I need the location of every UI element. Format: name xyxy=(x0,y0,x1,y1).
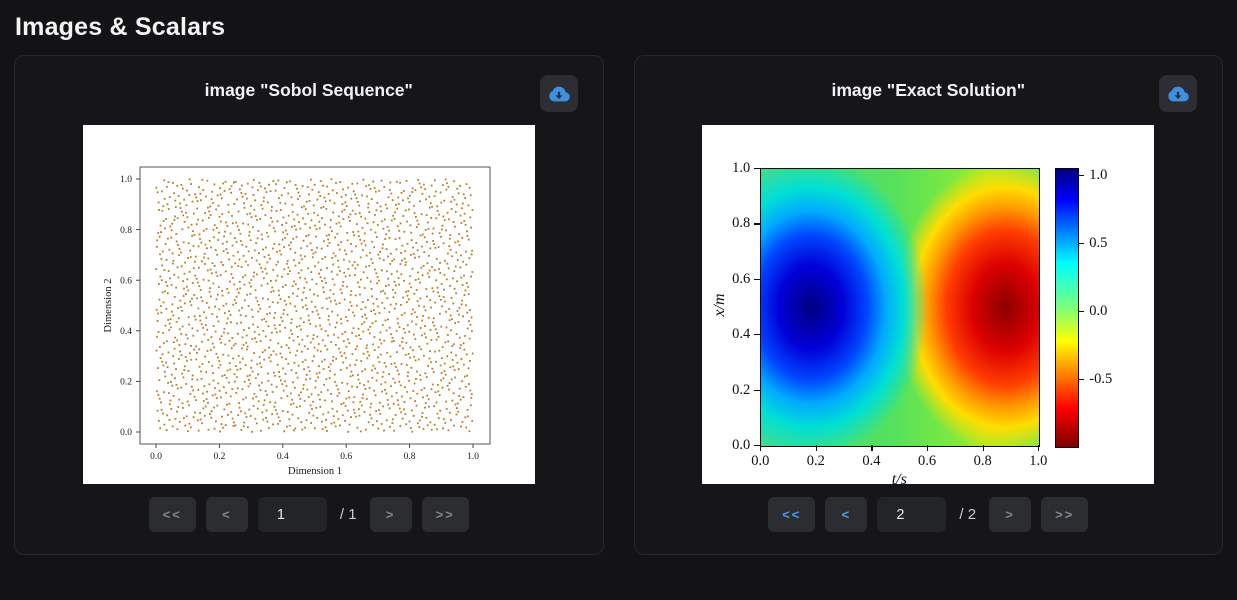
sobol-plot-image: 0.0 0.2 0.4 0.6 0.8 1.0 0.0 0.2 0.4 0.6 0.8 1.0 Dime… xyxy=(82,125,535,484)
prev-page-button[interactable]: < xyxy=(205,497,248,532)
svg-text:1.0: 1.0 xyxy=(120,175,132,185)
colorbar-tick-label: 1.0 xyxy=(1089,166,1108,183)
svg-text:0.8: 0.8 xyxy=(120,226,132,236)
x-tick-mark xyxy=(815,445,818,451)
svg-text:Dimension 2: Dimension 2 xyxy=(103,279,114,333)
x-tick-mark xyxy=(871,445,873,451)
x-tick-mark xyxy=(927,445,929,451)
y-tick-label: 0.0 xyxy=(732,437,751,453)
y-tick-label: 0.4 xyxy=(732,326,751,343)
x-tick-label: 1.0 xyxy=(1029,453,1048,469)
svg-text:1.0: 1.0 xyxy=(467,452,479,462)
y-tick-mark xyxy=(754,334,761,336)
cloud-download-icon xyxy=(1168,86,1189,101)
image-card-exact-solution: image "Exact Solution" 0.0 0.2 0.4 0.6 0.8 1.… xyxy=(633,55,1223,555)
colorbar-tick-label: 0.0 xyxy=(1089,302,1108,319)
y-tick-label: 0.2 xyxy=(732,381,751,398)
page-title: Images & Scalars xyxy=(15,13,226,41)
sobol-scatter-chart: 0.0 0.2 0.4 0.6 0.8 1.0 0.0 0.2 0.4 0.6 0.8 1.0 Dime… xyxy=(103,166,491,477)
page-number-input[interactable] xyxy=(877,497,947,532)
y-tick-mark xyxy=(754,389,761,391)
y-tick-label: 1.0 xyxy=(732,160,751,176)
y-axis-label: x/m xyxy=(711,292,729,317)
pagination: << < / 1 > >> xyxy=(15,497,603,532)
first-page-button[interactable]: << xyxy=(768,497,816,532)
x-tick-label: 0.8 xyxy=(973,453,992,469)
x-tick-mark xyxy=(982,445,984,451)
last-page-button[interactable]: >> xyxy=(1041,497,1089,532)
y-tick-label: 0.8 xyxy=(732,215,751,232)
first-page-button[interactable]: << xyxy=(148,497,196,532)
y-tick-mark xyxy=(754,445,761,447)
svg-text:0.6: 0.6 xyxy=(340,452,352,462)
y-tick-mark xyxy=(754,278,761,280)
card-header: image "Sobol Sequence" xyxy=(15,56,603,125)
colorbar-tick-label: 0.5 xyxy=(1089,234,1108,251)
page-total-label: / 2 xyxy=(959,506,977,523)
svg-text:0.0: 0.0 xyxy=(120,428,132,438)
download-button[interactable] xyxy=(539,75,578,112)
x-tick-label: 0.4 xyxy=(862,453,881,469)
colorbar-tick-mark xyxy=(1078,378,1085,380)
colorbar xyxy=(1055,168,1080,448)
svg-text:Dimension 1: Dimension 1 xyxy=(288,466,342,477)
colorbar-tick-mark xyxy=(1078,242,1085,244)
x-tick-mark xyxy=(760,445,762,451)
colorbar-tick-label: -0.5 xyxy=(1089,370,1113,387)
download-button[interactable] xyxy=(1159,75,1197,112)
y-tick-label: 0.6 xyxy=(732,270,751,287)
x-tick-label: 0.0 xyxy=(751,453,770,469)
heatmap xyxy=(760,168,1041,447)
page-total-label: / 1 xyxy=(339,506,357,523)
cloud-download-icon xyxy=(548,86,570,101)
image-card-sobol-sequence: image "Sobol Sequence" 0.0 0.2 0.4 0.6 0.8 1.… xyxy=(14,55,604,555)
card-title: image "Exact Solution" xyxy=(831,80,1026,100)
pagination: << < / 2 > >> xyxy=(635,497,1223,532)
y-tick-mark xyxy=(754,168,761,170)
svg-text:0.0: 0.0 xyxy=(150,452,162,462)
next-page-button[interactable]: > xyxy=(989,497,1032,532)
x-axis-label: t/s xyxy=(891,471,907,484)
prev-page-button[interactable]: < xyxy=(825,497,868,532)
svg-text:0.6: 0.6 xyxy=(120,276,132,286)
card-title: image "Sobol Sequence" xyxy=(204,80,413,100)
exact-solution-plot-image: 0.0 0.2 0.4 0.6 0.8 1.0 0.0 0.2 0.4 0.6 0.8 1.0 1.0 0… xyxy=(702,125,1155,484)
cards-container: image "Sobol Sequence" 0.0 0.2 0.4 0.6 0.8 1.… xyxy=(0,55,1237,555)
x-tick-label: 0.6 xyxy=(917,453,937,469)
page-number-input[interactable] xyxy=(257,497,327,532)
x-tick-mark xyxy=(1038,445,1040,451)
svg-text:0.8: 0.8 xyxy=(403,452,415,462)
svg-text:0.2: 0.2 xyxy=(120,378,132,388)
colorbar-tick-mark xyxy=(1078,310,1085,312)
svg-text:0.4: 0.4 xyxy=(277,452,289,462)
svg-text:0.2: 0.2 xyxy=(213,452,225,462)
y-tick-mark xyxy=(754,223,761,225)
next-page-button[interactable]: > xyxy=(369,497,412,532)
svg-text:0.4: 0.4 xyxy=(120,327,132,337)
last-page-button[interactable]: >> xyxy=(421,497,469,532)
x-tick-label: 0.2 xyxy=(806,453,825,469)
colorbar-tick-mark xyxy=(1078,174,1085,177)
card-header: image "Exact Solution" xyxy=(635,56,1223,125)
